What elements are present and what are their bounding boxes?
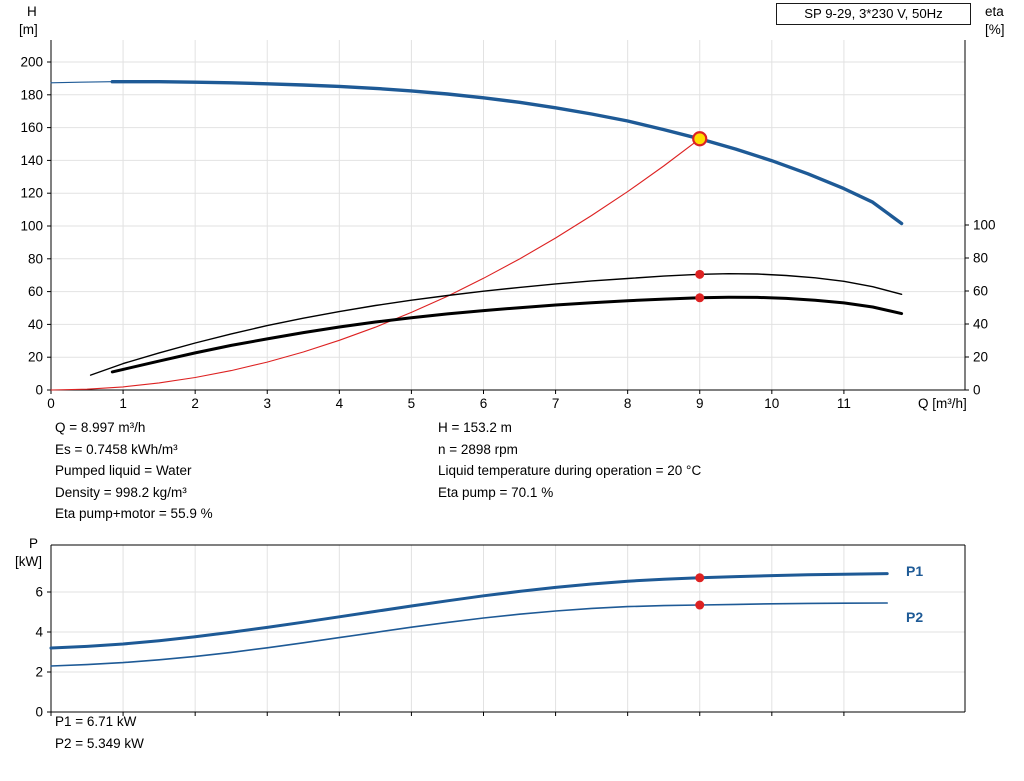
hq-eta-chart[interactable]: 0 1 2 3 4 5 6 7 8 9 10 11 0 20 40 60 80 100 120 140 160 180 20…: [0, 0, 1024, 415]
system-curve: [50, 138, 701, 391]
svg-text:9: 9: [696, 396, 704, 411]
tick-labels: 0 2 4 6: [35, 585, 43, 720]
gridlines: [51, 545, 965, 712]
svg-text:200: 200: [20, 55, 43, 70]
svg-text:40: 40: [28, 317, 43, 332]
svg-text:0: 0: [47, 396, 55, 411]
svg-text:100: 100: [20, 219, 43, 234]
svg-text:80: 80: [28, 251, 43, 266]
svg-text:160: 160: [20, 120, 43, 135]
svg-text:5: 5: [408, 396, 416, 411]
info-h: H = 153.2 m: [438, 420, 512, 435]
svg-text:6: 6: [480, 396, 488, 411]
svg-text:140: 140: [20, 153, 43, 168]
head-curve: [110, 80, 904, 226]
info-density: Density = 998.2 kg/m³: [55, 485, 187, 500]
svg-text:180: 180: [20, 87, 43, 102]
head-curve-lead: [50, 81, 113, 84]
p-axis-label: P: [29, 536, 39, 551]
h-axis-unit: [m]: [19, 22, 38, 37]
eta-pump-motor-curve: [110, 295, 904, 374]
p-axis-unit: [kW]: [15, 554, 42, 569]
info-temperature: Liquid temperature during operation = 20…: [438, 463, 702, 478]
svg-text:80: 80: [973, 251, 988, 266]
eta-pump-motor-dot: [695, 293, 705, 303]
power-chart[interactable]: 0 2 4 6: [0, 530, 1024, 730]
svg-text:4: 4: [35, 625, 43, 640]
svg-text:8: 8: [624, 396, 632, 411]
info-q: Q = 8.997 m³/h: [55, 420, 146, 435]
info-n: n = 2898 rpm: [438, 442, 518, 457]
tick-labels: 0 1 2 3 4 5 6 7 8 9 10 11 0 20 40 60 80 100 120 140 160 180 20…: [20, 55, 995, 412]
svg-text:2: 2: [35, 665, 43, 680]
p2-dot: [695, 600, 705, 610]
p1-curve: [49, 572, 889, 650]
p2-readout: P2 = 5.349 kW: [55, 736, 144, 751]
svg-text:3: 3: [263, 396, 271, 411]
svg-text:60: 60: [28, 284, 43, 299]
p1-dot: [695, 573, 705, 583]
svg-text:0: 0: [35, 383, 43, 398]
p2-curve: [50, 602, 888, 667]
svg-text:120: 120: [20, 186, 43, 201]
pump-title-box: SP 9-29, 3*230 V, 50Hz: [776, 3, 971, 25]
duty-point[interactable]: [692, 131, 708, 147]
svg-text:100: 100: [973, 218, 996, 233]
axes: [47, 40, 969, 394]
svg-text:11: 11: [837, 396, 851, 411]
h-axis-label: H: [27, 4, 37, 19]
p1-readout: P1 = 6.71 kW: [55, 714, 137, 729]
p1-series-label: P1: [906, 563, 924, 579]
svg-text:40: 40: [973, 317, 988, 332]
svg-text:20: 20: [28, 350, 43, 365]
svg-text:7: 7: [552, 396, 560, 411]
info-eta-pump-motor: Eta pump+motor = 55.9 %: [55, 506, 213, 521]
eta-axis-label: eta: [985, 4, 1004, 19]
eta-axis-unit: [%]: [985, 22, 1005, 37]
p2-series-label: P2: [906, 609, 924, 625]
svg-text:60: 60: [973, 284, 988, 299]
svg-text:6: 6: [35, 585, 43, 600]
svg-text:4: 4: [336, 396, 344, 411]
svg-text:0: 0: [973, 383, 981, 398]
gridlines: [51, 40, 965, 390]
svg-text:2: 2: [191, 396, 199, 411]
svg-text:20: 20: [973, 350, 988, 365]
svg-text:0: 0: [35, 705, 43, 720]
svg-text:1: 1: [119, 396, 127, 411]
info-es: Es = 0.7458 kWh/m³: [55, 442, 178, 457]
eta-pump-dot: [695, 269, 705, 279]
info-eta-pump: Eta pump = 70.1 %: [438, 485, 554, 500]
info-liquid: Pumped liquid = Water: [55, 463, 192, 478]
eta-pump-curve: [89, 273, 903, 376]
svg-text:10: 10: [764, 396, 779, 411]
q-axis-label: Q [m³/h]: [918, 396, 967, 411]
axes: [47, 544, 966, 716]
